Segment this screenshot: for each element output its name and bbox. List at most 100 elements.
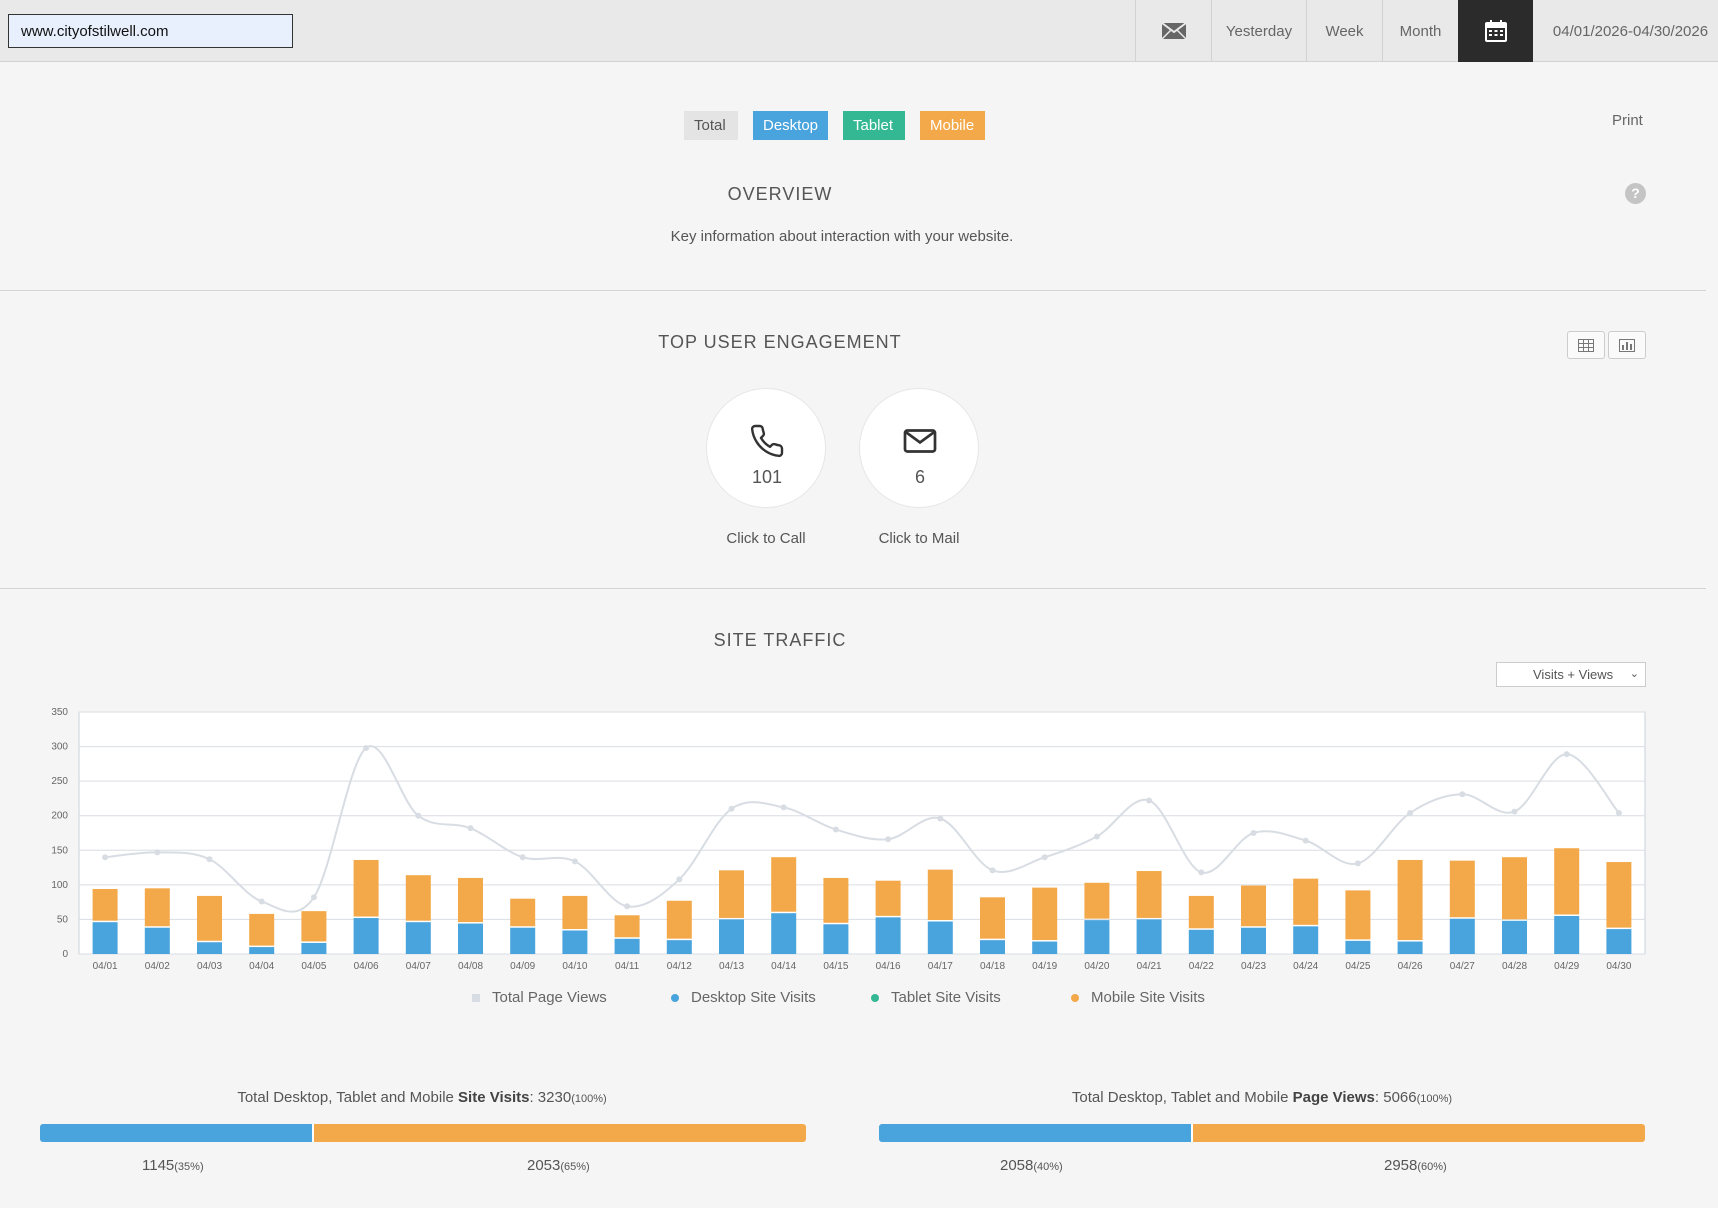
page-views-point [363,744,370,751]
month-button[interactable]: Month [1382,0,1458,62]
top-bar: www.cityofstilwell.com Yesterday Week Mo… [0,0,1718,62]
page-views-point [1354,860,1361,867]
x-tick-label: 04/16 [876,961,901,972]
desktop-bar [1606,929,1632,954]
segment-total-button[interactable]: Total [684,111,738,140]
mobile-bar [927,869,953,921]
desktop-bar [1345,940,1371,954]
mail-count: 6 [914,467,925,487]
y-tick-label: 350 [51,707,68,718]
page-views-point [780,804,787,811]
chevron-down-icon: ⌄ [1629,668,1639,680]
x-tick-label: 04/19 [1032,961,1057,972]
segment-tablet-button[interactable]: Tablet [843,111,905,140]
x-tick-label: 04/15 [823,961,848,972]
page-views-point [571,858,578,865]
desktop-bar [1293,926,1319,954]
mobile-bar [197,895,222,941]
page-views-point [832,826,839,833]
mobile-bar [875,880,901,916]
mobile-bar [1032,887,1058,941]
mobile-bar [1345,890,1371,940]
x-tick-label: 04/21 [1137,961,1162,972]
mobile-bar [771,857,797,912]
mail-label: Click to Mail [878,530,960,547]
desktop-bar [197,942,222,954]
desktop-bar [1502,920,1527,954]
page-views-point [1563,751,1570,758]
legend-tablet[interactable]: Tablet Site Visits [871,989,1001,1006]
x-tick-label: 04/04 [249,961,274,972]
x-tick-label: 04/28 [1502,961,1527,972]
x-tick-label: 04/09 [510,961,535,972]
mobile-bar [1293,878,1319,925]
calendar-icon [1484,20,1507,42]
mobile-bar [719,870,744,918]
page-views-point [1615,809,1622,816]
y-tick-label: 300 [51,742,68,753]
help-icon[interactable]: ? [1625,183,1646,204]
calendar-button[interactable] [1458,0,1533,62]
y-tick-label: 150 [51,845,68,856]
desktop-bar [875,917,901,954]
visits-desktop-value: 1145(35%) [142,1157,204,1174]
print-link[interactable]: Print [1612,112,1643,129]
x-tick-label: 04/26 [1398,961,1423,972]
desktop-bar [562,930,588,954]
desktop-bar [1397,941,1423,954]
page-views-point [206,856,213,863]
x-tick-label: 04/13 [719,961,744,972]
mobile-bar [980,897,1005,939]
legend-views[interactable]: Total Page Views [472,989,607,1006]
mobile-bar [1449,860,1475,918]
mobile-bar [1084,882,1110,919]
date-range-label[interactable]: 04/01/2026-04/30/2026 [1552,22,1709,40]
x-tick-label: 04/20 [1084,961,1109,972]
mobile-bar [1397,859,1423,941]
segment-mobile-button[interactable]: Mobile [920,111,985,140]
site-url-field[interactable]: www.cityofstilwell.com [8,14,293,48]
click-to-mail-card: 6 [859,388,979,508]
table-icon [1578,338,1594,352]
legend-views-swatch [472,993,480,1002]
views-desktop-value: 2058(40%) [1000,1157,1063,1174]
desktop-bar [249,947,275,954]
mobile-bar [301,911,327,942]
page-views-point [624,903,631,910]
mail-icon [903,429,937,453]
page-views-point [1041,854,1048,861]
x-tick-label: 04/05 [301,961,326,972]
x-tick-label: 04/24 [1293,961,1318,972]
overview-title: OVERVIEW [727,184,833,204]
segment-desktop-button[interactable]: Desktop [753,111,828,140]
email-report-button[interactable] [1135,0,1211,62]
desktop-bar [353,918,379,954]
legend-desktop-swatch [671,993,679,1002]
x-tick-label: 04/01 [93,961,118,972]
x-tick-label: 04/30 [1606,961,1631,972]
views-mobile-segment [1193,1124,1645,1142]
metric-select[interactable]: Visits + Views ⌄ [1496,662,1646,687]
overview-subtitle: Key information about interaction with y… [670,228,1014,245]
page-views-point [1093,833,1100,840]
legend-desktop[interactable]: Desktop Site Visits [671,989,816,1006]
views-summary-title: Total Desktop, Tablet and Mobile Page Vi… [1071,1089,1453,1106]
desktop-bar [510,927,536,954]
legend-mobile[interactable]: Mobile Site Visits [1071,989,1205,1006]
table-view-button[interactable] [1567,331,1605,359]
visits-mobile-segment [314,1124,806,1142]
chart-view-button[interactable] [1608,331,1646,359]
yesterday-button[interactable]: Yesterday [1211,0,1306,62]
x-tick-label: 04/27 [1450,961,1475,972]
mobile-bar [249,913,275,946]
desktop-bar [927,921,953,954]
legend-mobile-label: Mobile Site Visits [1091,989,1205,1006]
x-tick-label: 04/02 [145,961,170,972]
x-tick-label: 04/25 [1345,961,1370,972]
mobile-bar [614,915,640,938]
week-button[interactable]: Week [1306,0,1382,62]
legend-tablet-swatch [871,993,879,1002]
x-tick-label: 04/10 [562,961,587,972]
mobile-bar [666,900,692,939]
page-views-point [1302,837,1309,844]
